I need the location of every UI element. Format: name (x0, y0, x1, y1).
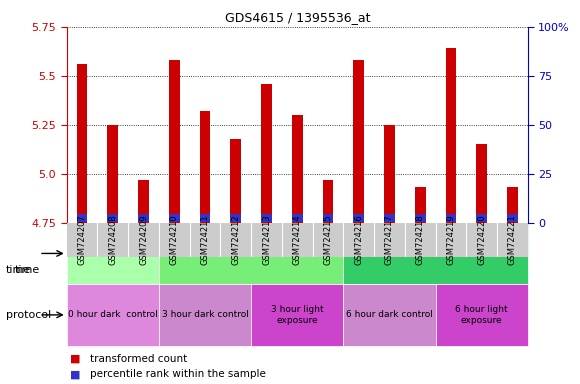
Text: protocol: protocol (6, 310, 51, 320)
Text: GSM724208: GSM724208 (108, 214, 117, 265)
Bar (415, 187, 426, 223)
Bar (200, 214, 211, 222)
Bar (107, 214, 118, 222)
Bar (445, 214, 456, 222)
Bar (445, 48, 456, 223)
Bar (230, 214, 241, 222)
Bar (476, 214, 487, 222)
Bar (353, 60, 364, 223)
Text: 3 hour dark control: 3 hour dark control (162, 310, 248, 319)
Text: 3 ZT - 10 AM: 3 ZT - 10 AM (216, 248, 287, 258)
Bar (507, 214, 518, 222)
Bar (436, 284, 528, 346)
Text: GSM724207: GSM724207 (78, 214, 86, 265)
Bar (343, 223, 528, 284)
Bar (107, 125, 118, 223)
Text: GSM724214: GSM724214 (293, 214, 302, 265)
Bar (292, 214, 303, 222)
Bar (476, 144, 487, 223)
Text: GSM724211: GSM724211 (201, 214, 209, 265)
Text: GSM724213: GSM724213 (262, 214, 271, 265)
Text: GSM724215: GSM724215 (324, 214, 332, 265)
Bar (159, 223, 343, 284)
Bar (292, 115, 303, 223)
Text: GSM724212: GSM724212 (231, 214, 240, 265)
Text: GSM724219: GSM724219 (447, 214, 455, 265)
Bar (67, 223, 159, 284)
Bar (138, 180, 149, 223)
Bar (384, 214, 395, 222)
Text: percentile rank within the sample: percentile rank within the sample (90, 369, 266, 379)
Bar (261, 84, 272, 223)
Text: 6 hour dark control: 6 hour dark control (346, 310, 433, 319)
Text: 6 ZT - 1 PM: 6 ZT - 1 PM (404, 248, 467, 258)
Text: ■: ■ (70, 354, 80, 364)
Text: transformed count: transformed count (90, 354, 187, 364)
Text: 0 ZT - 7 AM: 0 ZT - 7 AM (81, 248, 144, 258)
Text: 3 hour light
exposure: 3 hour light exposure (271, 305, 324, 324)
Text: GSM724217: GSM724217 (385, 214, 394, 265)
Bar (507, 187, 518, 223)
Bar (200, 111, 211, 223)
Bar (159, 284, 251, 346)
Text: time: time (6, 265, 31, 275)
Bar (230, 139, 241, 223)
Bar (77, 214, 88, 222)
Bar (384, 125, 395, 223)
Text: GSM724221: GSM724221 (508, 214, 517, 265)
Bar (169, 214, 180, 222)
Bar (77, 64, 88, 223)
Bar (322, 214, 333, 222)
Bar (353, 214, 364, 222)
Bar (261, 214, 272, 222)
Text: GSM724209: GSM724209 (139, 214, 148, 265)
Bar (67, 284, 159, 346)
Text: GSM724218: GSM724218 (416, 214, 425, 265)
Bar (138, 214, 149, 222)
Bar (169, 60, 180, 223)
Bar (415, 214, 426, 222)
Bar (343, 284, 436, 346)
Text: GSM724220: GSM724220 (477, 214, 486, 265)
Bar (251, 284, 343, 346)
Text: GSM724210: GSM724210 (170, 214, 179, 265)
Text: time: time (14, 265, 40, 275)
Text: ■: ■ (70, 369, 80, 379)
Text: 0 hour dark  control: 0 hour dark control (68, 310, 158, 319)
Text: 6 hour light
exposure: 6 hour light exposure (455, 305, 508, 324)
Bar (322, 180, 333, 223)
Text: GSM724216: GSM724216 (354, 214, 363, 265)
Title: GDS4615 / 1395536_at: GDS4615 / 1395536_at (224, 11, 370, 24)
